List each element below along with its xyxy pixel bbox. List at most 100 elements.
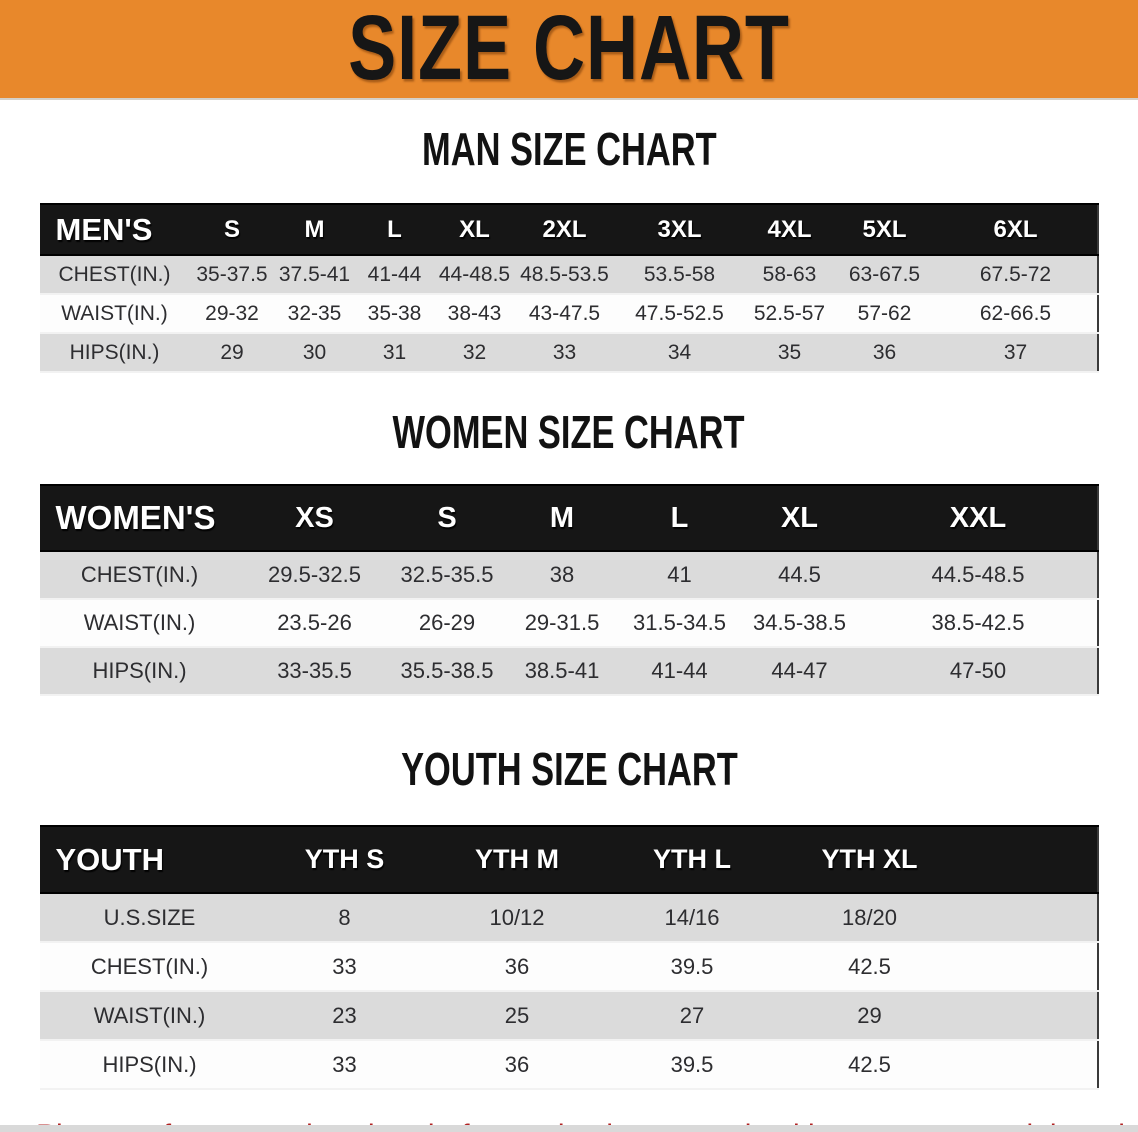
men-size-cell: 58-63 <box>744 255 835 294</box>
women-size-cell: 23.5-26 <box>239 599 390 647</box>
women-size-cell: 34.5-38.5 <box>739 599 860 647</box>
youth-size-cell: 39.5 <box>604 942 780 991</box>
men-size-column-header: 6XL <box>934 203 1098 256</box>
men-row-label: HIPS(IN.) <box>39 333 190 372</box>
men-header-label: MEN'S <box>39 203 190 256</box>
women-size-column-header: S <box>389 484 505 552</box>
youth-header-row: YOUTH YTH S YTH M YTH L YTH XL <box>39 825 1098 894</box>
women-size-cell: 26-29 <box>389 599 505 647</box>
women-size-cell: 38.5-42.5 <box>859 599 1098 647</box>
women-size-cell: 41-44 <box>619 647 740 695</box>
youth-size-table: YOUTH YTH S YTH M YTH L YTH XL U.S.SIZE 8 10/12… <box>39 825 1099 1090</box>
men-size-cell: 32 <box>434 333 515 372</box>
women-row-label: WAIST(IN.) <box>39 599 240 647</box>
men-size-cell: 37 <box>934 333 1098 372</box>
youth-section-title: YOUTH SIZE CHART <box>400 742 738 796</box>
youth-size-column-header: YTH M <box>429 825 605 894</box>
youth-table-row: U.S.SIZE 8 10/12 14/16 18/20 <box>39 893 1098 942</box>
youth-size-cell: 14/16 <box>604 893 780 942</box>
men-size-cell: 38-43 <box>434 294 515 333</box>
men-table-row: CHEST(IN.) 35-37.5 37.5-41 41-44 44-48.5 48.5… <box>39 255 1098 294</box>
youth-row-label: HIPS(IN.) <box>39 1040 260 1089</box>
women-section-heading: WOMEN SIZE CHART <box>0 405 1138 462</box>
women-size-cell: 33-35.5 <box>239 647 390 695</box>
women-section-title: WOMEN SIZE CHART <box>392 405 746 459</box>
youth-cell-filler <box>959 942 1098 991</box>
youth-table-row: HIPS(IN.) 33 36 39.5 42.5 <box>39 1040 1098 1089</box>
women-size-column-header: XS <box>239 484 390 552</box>
youth-section: YOUTH SIZE CHART YOUTH YTH S YTH M YTH L YTH… <box>0 742 1138 1090</box>
men-size-cell: 47.5-52.5 <box>614 294 745 333</box>
women-section: WOMEN SIZE CHART WOMEN'S XS S M L XL XXL CHEST(… <box>0 405 1138 696</box>
youth-size-column-header: YTH L <box>604 825 780 894</box>
men-size-cell: 44-48.5 <box>434 255 515 294</box>
women-size-cell: 44.5 <box>739 551 860 599</box>
men-size-column-header: 5XL <box>834 203 935 256</box>
men-size-cell: 35-37.5 <box>189 255 275 294</box>
men-table-row: HIPS(IN.) 29 30 31 32 33 34 35 36 37 <box>39 333 1098 372</box>
men-size-column-header: XL <box>434 203 515 256</box>
women-table-row: WAIST(IN.) 23.5-26 26-29 29-31.5 31.5-34.5 34… <box>39 599 1098 647</box>
youth-row-label: CHEST(IN.) <box>39 942 260 991</box>
men-size-cell: 67.5-72 <box>934 255 1098 294</box>
men-table-row: WAIST(IN.) 29-32 32-35 35-38 38-43 43-47.5 47.… <box>39 294 1098 333</box>
women-size-cell: 38 <box>504 551 620 599</box>
youth-size-cell: 23 <box>259 991 430 1040</box>
men-size-cell: 43-47.5 <box>514 294 615 333</box>
youth-size-cell: 25 <box>429 991 605 1040</box>
women-size-cell: 44.5-48.5 <box>859 551 1098 599</box>
women-size-cell: 29.5-32.5 <box>239 551 390 599</box>
men-size-table: MEN'S S M L XL 2XL 3XL 4XL 5XL 6XL CHEST(IN.) 35-37… <box>39 203 1099 373</box>
youth-size-cell: 33 <box>259 942 430 991</box>
women-size-cell: 32.5-35.5 <box>389 551 505 599</box>
men-row-label: CHEST(IN.) <box>39 255 190 294</box>
women-size-cell: 44-47 <box>739 647 860 695</box>
men-section-title: MAN SIZE CHART <box>421 122 717 176</box>
youth-header-filler <box>959 825 1098 894</box>
men-size-cell: 30 <box>274 333 355 372</box>
men-size-cell: 35-38 <box>354 294 435 333</box>
youth-section-heading: YOUTH SIZE CHART <box>0 742 1138 799</box>
men-size-column-header: M <box>274 203 355 256</box>
men-row-label: WAIST(IN.) <box>39 294 190 333</box>
banner: SIZE CHART <box>0 0 1138 100</box>
women-size-cell: 47-50 <box>859 647 1098 695</box>
youth-row-label: WAIST(IN.) <box>39 991 260 1040</box>
men-size-column-header: 3XL <box>614 203 745 256</box>
youth-row-label: U.S.SIZE <box>39 893 260 942</box>
women-size-table: WOMEN'S XS S M L XL XXL CHEST(IN.) 29.5-32.5 32.5… <box>39 484 1099 696</box>
youth-size-column-header: YTH S <box>259 825 430 894</box>
men-size-cell: 36 <box>834 333 935 372</box>
women-header-label: WOMEN'S <box>39 484 240 552</box>
page-title: SIZE CHART <box>348 0 790 100</box>
women-header-row: WOMEN'S XS S M L XL XXL <box>39 484 1098 552</box>
youth-size-cell: 27 <box>604 991 780 1040</box>
youth-cell-filler <box>959 893 1098 942</box>
youth-cell-filler <box>959 991 1098 1040</box>
men-size-cell: 33 <box>514 333 615 372</box>
women-size-cell: 31.5-34.5 <box>619 599 740 647</box>
women-row-label: CHEST(IN.) <box>39 551 240 599</box>
men-section-heading: MAN SIZE CHART <box>0 122 1138 179</box>
bottom-edge-strip <box>0 1125 1138 1132</box>
youth-size-cell: 36 <box>429 942 605 991</box>
women-size-column-header: XL <box>739 484 860 552</box>
men-size-cell: 63-67.5 <box>834 255 935 294</box>
women-table-row: CHEST(IN.) 29.5-32.5 32.5-35.5 38 41 44.5 44.5… <box>39 551 1098 599</box>
men-size-cell: 34 <box>614 333 745 372</box>
youth-size-cell: 42.5 <box>779 942 960 991</box>
men-size-cell: 48.5-53.5 <box>514 255 615 294</box>
men-size-cell: 29-32 <box>189 294 275 333</box>
youth-size-cell: 36 <box>429 1040 605 1089</box>
youth-size-cell: 39.5 <box>604 1040 780 1089</box>
women-size-cell: 38.5-41 <box>504 647 620 695</box>
women-size-cell: 41 <box>619 551 740 599</box>
youth-size-cell: 18/20 <box>779 893 960 942</box>
men-size-cell: 37.5-41 <box>274 255 355 294</box>
men-size-cell: 41-44 <box>354 255 435 294</box>
youth-size-cell: 10/12 <box>429 893 605 942</box>
men-header-row: MEN'S S M L XL 2XL 3XL 4XL 5XL 6XL <box>39 203 1098 256</box>
men-size-cell: 52.5-57 <box>744 294 835 333</box>
men-size-cell: 53.5-58 <box>614 255 745 294</box>
